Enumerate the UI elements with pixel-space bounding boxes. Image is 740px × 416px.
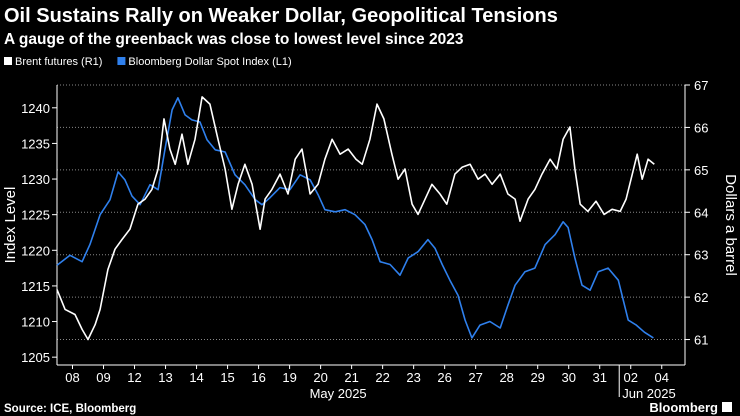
legend-label: Brent futures (R1) (15, 56, 102, 68)
x-tick-label: 29 (530, 370, 544, 385)
brand: Bloomberg (649, 400, 718, 415)
x-tick-label: 30 (561, 370, 575, 385)
y2-tick-label: 65 (694, 163, 708, 178)
y2-tick-label: 63 (694, 248, 708, 263)
y-tick-label: 1220 (21, 243, 50, 258)
x-tick-label: 23 (406, 370, 420, 385)
x-tick-label: 27 (468, 370, 482, 385)
chart-subtitle: A gauge of the greenback was close to lo… (4, 31, 464, 48)
y-tick-label: 1235 (21, 136, 50, 151)
y-tick-label: 1225 (21, 208, 50, 223)
y-tick-label: 1205 (21, 350, 50, 365)
x-tick-label: 31 (592, 370, 606, 385)
y-tick-label: 1230 (21, 172, 50, 187)
y2-tick-label: 62 (694, 290, 708, 305)
x-tick-label: 02 (623, 370, 637, 385)
y2-tick-label: 64 (694, 205, 708, 220)
brand-icon (722, 402, 732, 412)
series-line (56, 96, 655, 341)
series-line (56, 97, 654, 339)
x-tick-label: 20 (313, 370, 327, 385)
x-tick-label: 15 (220, 370, 234, 385)
y-tick-label: 1215 (21, 279, 50, 294)
x-tick-label: 12 (127, 370, 141, 385)
y2-tick-label: 67 (694, 78, 708, 93)
chart-title: Oil Sustains Rally on Weaker Dollar, Geo… (4, 5, 558, 27)
y2-axis-title: Dollars a barrel (722, 174, 739, 276)
y-tick-label: 1210 (21, 315, 50, 330)
x-tick-label: 13 (158, 370, 172, 385)
x-tick-label: 08 (65, 370, 79, 385)
x-tick-label: 09 (96, 370, 110, 385)
legend-label: Bloomberg Dollar Spot Index (L1) (128, 56, 291, 68)
y-axis-title: Index Level (2, 187, 19, 264)
source-note: Source: ICE, Bloomberg (4, 403, 136, 415)
x-tick-label: 28 (499, 370, 513, 385)
month-label: May 2025 (310, 386, 367, 401)
x-tick-label: 16 (251, 370, 265, 385)
x-tick-label: 22 (375, 370, 389, 385)
y2-tick-label: 61 (694, 333, 708, 348)
x-tick-label: 19 (282, 370, 296, 385)
y-tick-label: 1240 (21, 101, 50, 116)
legend-swatch (4, 57, 12, 65)
x-tick-label: 04 (655, 370, 669, 385)
month-label: Jun 2025 (622, 386, 676, 401)
x-tick-label: 26 (437, 370, 451, 385)
legend-swatch (117, 57, 126, 65)
y2-tick-label: 66 (694, 120, 708, 135)
x-tick-label: 14 (189, 370, 203, 385)
x-tick-label: 21 (344, 370, 358, 385)
